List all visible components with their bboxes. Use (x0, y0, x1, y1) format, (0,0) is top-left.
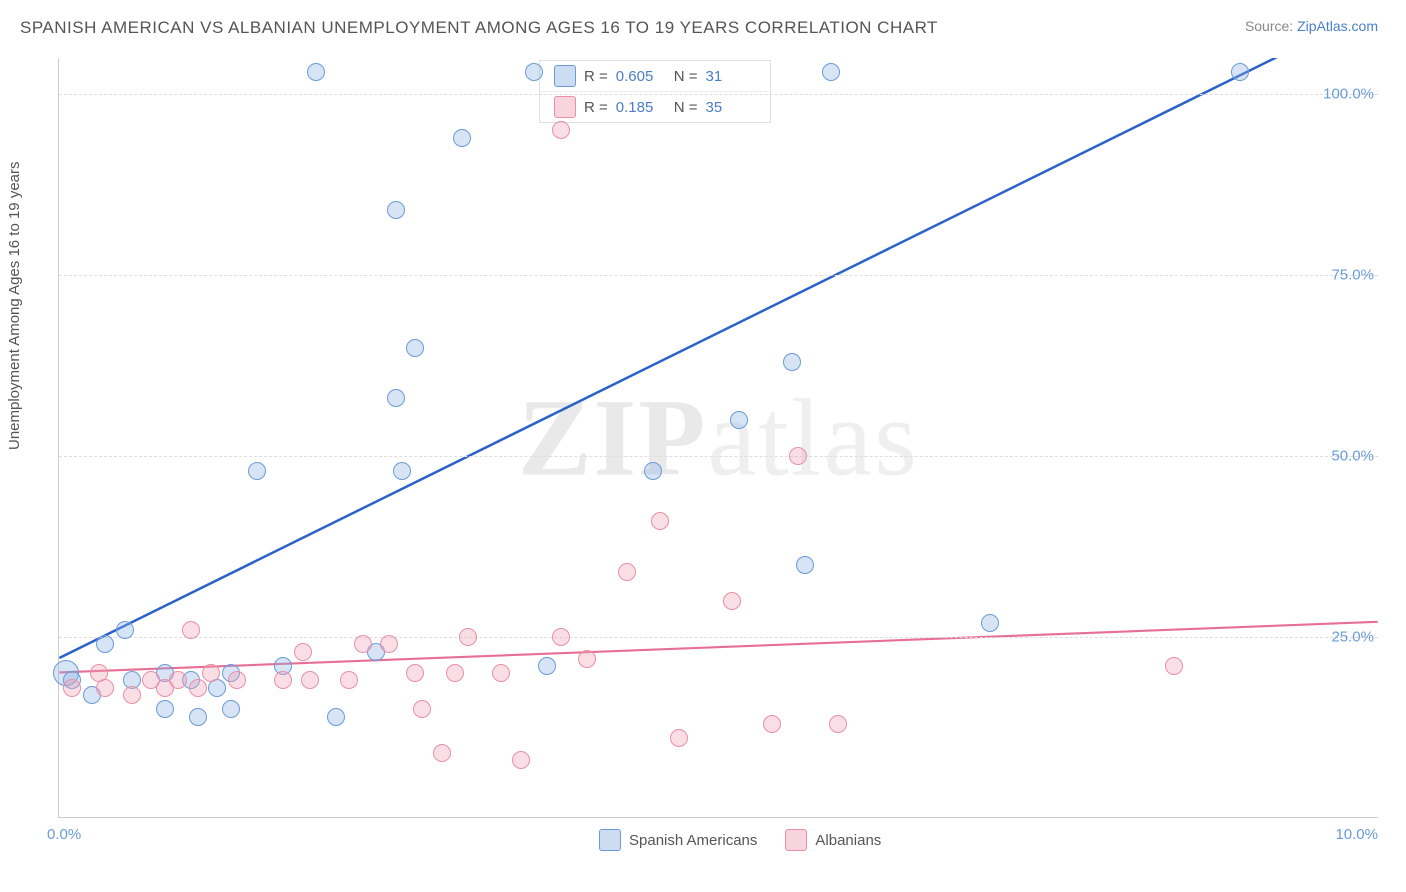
scatter-point-albanians (552, 121, 570, 139)
scatter-point-spanish_americans (116, 621, 134, 639)
swatch-spanish-bottom (599, 829, 621, 851)
scatter-point-albanians (189, 679, 207, 697)
n-label: N = (674, 68, 698, 85)
scatter-point-albanians (413, 700, 431, 718)
trendlines-svg (59, 58, 1378, 817)
plot-area: ZIPatlas R = 0.605 N = 31 R = 0.185 N = … (58, 58, 1378, 818)
swatch-spanish (554, 65, 576, 87)
scatter-point-spanish_americans (222, 700, 240, 718)
trendline-spanish_americans (59, 58, 1377, 658)
scatter-point-albanians (492, 664, 510, 682)
scatter-point-albanians (340, 671, 358, 689)
scatter-point-spanish_americans (1231, 63, 1249, 81)
scatter-point-spanish_americans (822, 63, 840, 81)
scatter-point-spanish_americans (453, 129, 471, 147)
scatter-point-spanish_americans (327, 708, 345, 726)
n-value-spanish: 31 (706, 68, 756, 85)
legend-label-spanish: Spanish Americans (629, 832, 757, 849)
scatter-point-albanians (301, 671, 319, 689)
x-tick-max: 10.0% (1335, 826, 1378, 843)
watermark: ZIPatlas (518, 374, 919, 501)
scatter-point-spanish_americans (156, 700, 174, 718)
source-prefix: Source: (1245, 18, 1297, 34)
scatter-point-spanish_americans (538, 657, 556, 675)
scatter-point-albanians (294, 643, 312, 661)
legend-row-spanish: R = 0.605 N = 31 (540, 61, 770, 92)
scatter-point-albanians (354, 635, 372, 653)
scatter-point-albanians (433, 744, 451, 762)
scatter-point-albanians (552, 628, 570, 646)
correlation-legend: R = 0.605 N = 31 R = 0.185 N = 35 (539, 60, 771, 123)
swatch-albanian (554, 96, 576, 118)
scatter-point-albanians (578, 650, 596, 668)
legend-row-albanian: R = 0.185 N = 35 (540, 92, 770, 122)
scatter-point-albanians (459, 628, 477, 646)
scatter-point-spanish_americans (393, 462, 411, 480)
scatter-point-albanians (169, 671, 187, 689)
scatter-point-albanians (406, 664, 424, 682)
y-tick-label: 100.0% (1323, 86, 1380, 103)
scatter-point-spanish_americans (248, 462, 266, 480)
gridline (59, 94, 1378, 95)
scatter-point-albanians (90, 664, 108, 682)
scatter-point-albanians (63, 679, 81, 697)
scatter-point-spanish_americans (189, 708, 207, 726)
gridline (59, 456, 1378, 457)
chart-title: SPANISH AMERICAN VS ALBANIAN UNEMPLOYMEN… (20, 18, 938, 38)
scatter-point-albanians (123, 686, 141, 704)
series-legend: Spanish Americans Albanians (599, 829, 881, 851)
watermark-atlas: atlas (707, 376, 919, 498)
swatch-albanian-bottom (785, 829, 807, 851)
scatter-point-spanish_americans (96, 635, 114, 653)
r-label: R = (584, 99, 608, 116)
watermark-zip: ZIP (518, 376, 707, 498)
scatter-point-albanians (446, 664, 464, 682)
legend-label-albanian: Albanians (815, 832, 881, 849)
scatter-point-albanians (512, 751, 530, 769)
scatter-point-albanians (618, 563, 636, 581)
scatter-point-albanians (651, 512, 669, 530)
legend-item-spanish: Spanish Americans (599, 829, 757, 851)
source-link[interactable]: ZipAtlas.com (1297, 18, 1378, 34)
scatter-point-spanish_americans (981, 614, 999, 632)
scatter-point-spanish_americans (406, 339, 424, 357)
scatter-point-albanians (789, 447, 807, 465)
y-tick-label: 75.0% (1331, 267, 1380, 284)
source-attribution: Source: ZipAtlas.com (1245, 18, 1378, 34)
scatter-point-albanians (829, 715, 847, 733)
scatter-point-albanians (380, 635, 398, 653)
scatter-point-albanians (202, 664, 220, 682)
scatter-point-spanish_americans (525, 63, 543, 81)
r-label: R = (584, 68, 608, 85)
gridline (59, 637, 1378, 638)
scatter-point-albanians (763, 715, 781, 733)
scatter-point-albanians (723, 592, 741, 610)
scatter-point-spanish_americans (796, 556, 814, 574)
x-tick-min: 0.0% (47, 826, 81, 843)
gridline (59, 275, 1378, 276)
scatter-point-spanish_americans (387, 389, 405, 407)
scatter-point-spanish_americans (307, 63, 325, 81)
r-value-spanish: 0.605 (616, 68, 666, 85)
scatter-point-spanish_americans (730, 411, 748, 429)
y-tick-label: 50.0% (1331, 448, 1380, 465)
n-label: N = (674, 99, 698, 116)
r-value-albanian: 0.185 (616, 99, 666, 116)
y-axis-label: Unemployment Among Ages 16 to 19 years (6, 161, 23, 450)
scatter-point-albanians (670, 729, 688, 747)
legend-item-albanian: Albanians (785, 829, 881, 851)
scatter-point-spanish_americans (783, 353, 801, 371)
scatter-point-spanish_americans (387, 201, 405, 219)
n-value-albanian: 35 (706, 99, 756, 116)
scatter-point-spanish_americans (644, 462, 662, 480)
scatter-point-albanians (274, 671, 292, 689)
scatter-point-albanians (182, 621, 200, 639)
scatter-point-albanians (1165, 657, 1183, 675)
scatter-point-albanians (228, 671, 246, 689)
y-tick-label: 25.0% (1331, 629, 1380, 646)
